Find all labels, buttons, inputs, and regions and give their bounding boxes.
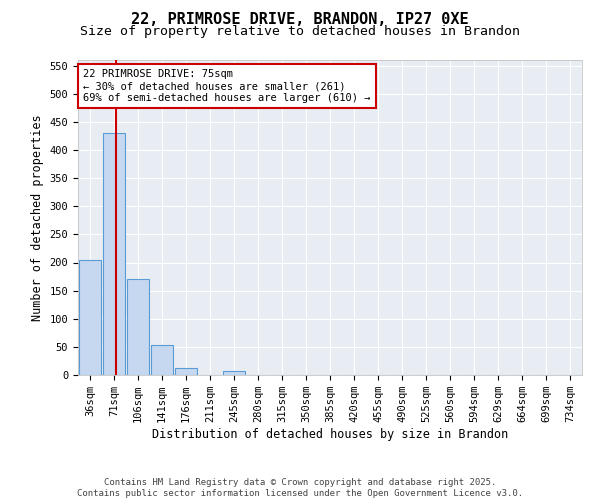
Bar	[151, 345, 173, 375]
Text: Size of property relative to detached houses in Brandon: Size of property relative to detached ho…	[80, 25, 520, 38]
Text: 22, PRIMROSE DRIVE, BRANDON, IP27 0XE: 22, PRIMROSE DRIVE, BRANDON, IP27 0XE	[131, 12, 469, 28]
X-axis label: Distribution of detached houses by size in Brandon: Distribution of detached houses by size …	[152, 428, 508, 441]
Bar	[223, 370, 245, 375]
Text: 22 PRIMROSE DRIVE: 75sqm
← 30% of detached houses are smaller (261)
69% of semi-: 22 PRIMROSE DRIVE: 75sqm ← 30% of detach…	[83, 70, 371, 102]
Y-axis label: Number of detached properties: Number of detached properties	[31, 114, 44, 321]
Bar	[127, 280, 149, 375]
Bar	[79, 260, 101, 375]
Bar	[175, 368, 197, 375]
Text: Contains HM Land Registry data © Crown copyright and database right 2025.
Contai: Contains HM Land Registry data © Crown c…	[77, 478, 523, 498]
Bar	[103, 133, 125, 375]
